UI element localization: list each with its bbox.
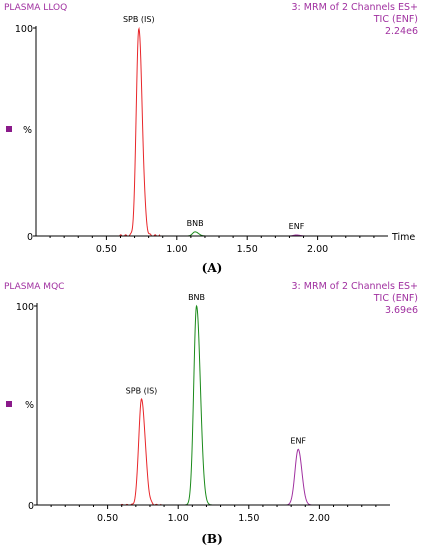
peak-label: ENF — [289, 222, 305, 231]
chromatogram-panel-b: PLASMA MQC 3: MRM of 2 Channels ES+ TIC … — [0, 279, 424, 550]
chromatogram-chart-b: PLASMA MQC 3: MRM of 2 Channels ES+ TIC … — [4, 281, 418, 546]
chromatogram-panel-a: PLASMA LLOQ 3: MRM of 2 Channels ES+ TIC… — [4, 2, 418, 275]
sample-label: PLASMA LLOQ — [4, 3, 67, 13]
header-line-1: 3: MRM of 2 Channels ES+ — [292, 281, 418, 292]
peak-label-group: SPB (IS) BNB ENF — [126, 293, 307, 445]
x-tick-label: 1.00 — [168, 513, 189, 524]
x-tick-label: 0.50 — [96, 244, 117, 255]
trace-group — [37, 304, 390, 506]
x-tick-label: 2.00 — [307, 244, 328, 255]
y-tick-label: 100 — [15, 24, 33, 35]
y-axis-label: % — [25, 400, 34, 411]
x-tick-label: 1.00 — [166, 244, 187, 255]
header-line-3: 2.24e6 — [385, 26, 418, 37]
x-tick-label: 1.50 — [237, 244, 258, 255]
trace-bnb — [171, 304, 256, 506]
channel-marker — [6, 401, 12, 407]
x-tick-label: 2.00 — [309, 513, 330, 524]
peak-label: SPB (IS) — [123, 15, 155, 24]
y-tick-label: 100 — [16, 302, 34, 313]
panel-caption: (A) — [202, 261, 223, 275]
y-tick-label: 0 — [27, 232, 33, 243]
channel-marker — [6, 126, 12, 132]
y-axis-label: % — [23, 125, 32, 136]
trace-enf — [255, 448, 390, 506]
panel-caption: (B) — [201, 532, 223, 546]
trace-bnb — [169, 231, 255, 237]
peak-label: BNB — [188, 293, 205, 302]
header-line-3: 3.69e6 — [385, 305, 418, 316]
peak-label: ENF — [290, 436, 306, 445]
x-tick-label: 0.50 — [97, 513, 118, 524]
trace-group — [36, 26, 388, 237]
trace-spb-is — [36, 26, 170, 237]
tick-group: 0 100 0.50 1.00 1.50 2.00 — [16, 302, 377, 524]
sample-label: PLASMA MQC — [4, 282, 64, 292]
peak-label-group: SPB (IS) BNB ENF — [123, 15, 305, 231]
x-tick-label: 1.50 — [238, 513, 259, 524]
header-line-1: 3: MRM of 2 Channels ES+ — [292, 2, 418, 13]
y-tick-label: 0 — [28, 501, 34, 512]
header-line-2: TIC (ENF) — [373, 14, 418, 25]
peak-label: BNB — [187, 219, 204, 228]
peak-label: SPB (IS) — [126, 387, 158, 396]
x-axis-label: Time — [391, 232, 415, 243]
trace-spb-is — [37, 397, 172, 506]
header-line-2: TIC (ENF) — [373, 293, 418, 304]
chromatogram-chart-a: PLASMA LLOQ 3: MRM of 2 Channels ES+ TIC… — [4, 2, 418, 275]
